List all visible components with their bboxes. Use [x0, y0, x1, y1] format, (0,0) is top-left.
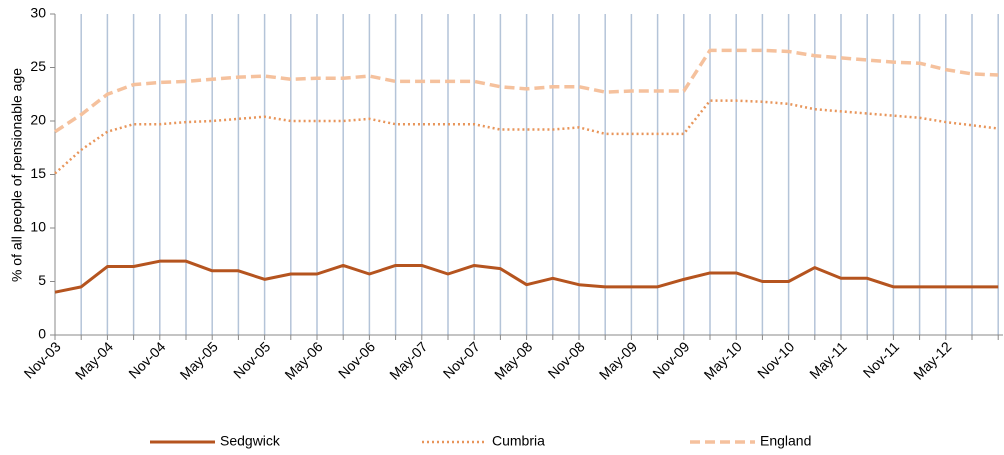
y-axis-label: % of all people of pensionable age	[9, 68, 25, 282]
x-tick-label: Nov-08	[545, 338, 588, 381]
legend-label: Sedgwick	[220, 433, 281, 449]
x-tick-label: Nov-04	[125, 338, 168, 381]
x-tick-label: May-11	[806, 338, 850, 382]
y-tick-label: 0	[38, 326, 46, 342]
series-line	[54, 259, 999, 294]
x-tick-label: May-10	[701, 338, 745, 382]
x-tick-label: May-06	[281, 338, 325, 382]
x-tick-label: Nov-07	[440, 338, 483, 381]
x-tick-label: Nov-06	[335, 338, 378, 381]
series-line	[54, 48, 999, 134]
x-tick-label: May-04	[72, 338, 116, 382]
y-tick-label: 25	[30, 58, 46, 74]
y-tick-label: 20	[30, 112, 46, 128]
x-tick-label: May-08	[491, 338, 535, 382]
series-line	[54, 99, 999, 175]
x-tick-label: May-05	[177, 338, 221, 382]
x-tick-label: Nov-10	[754, 338, 797, 381]
x-tick-label: May-07	[386, 338, 430, 382]
x-tick-label: Nov-03	[21, 338, 64, 381]
y-tick-label: 30	[30, 5, 46, 21]
y-tick-label: 5	[38, 272, 46, 288]
x-tick-label: May-12	[910, 338, 954, 382]
legend-label: Cumbria	[492, 433, 545, 449]
y-tick-label: 10	[30, 219, 46, 235]
x-tick-label: Nov-09	[649, 338, 692, 381]
legend-label: England	[760, 433, 811, 449]
x-tick-label: Nov-11	[860, 338, 903, 381]
y-tick-label: 15	[30, 165, 46, 181]
x-tick-label: May-09	[596, 338, 640, 382]
x-tick-label: Nov-05	[230, 338, 273, 381]
